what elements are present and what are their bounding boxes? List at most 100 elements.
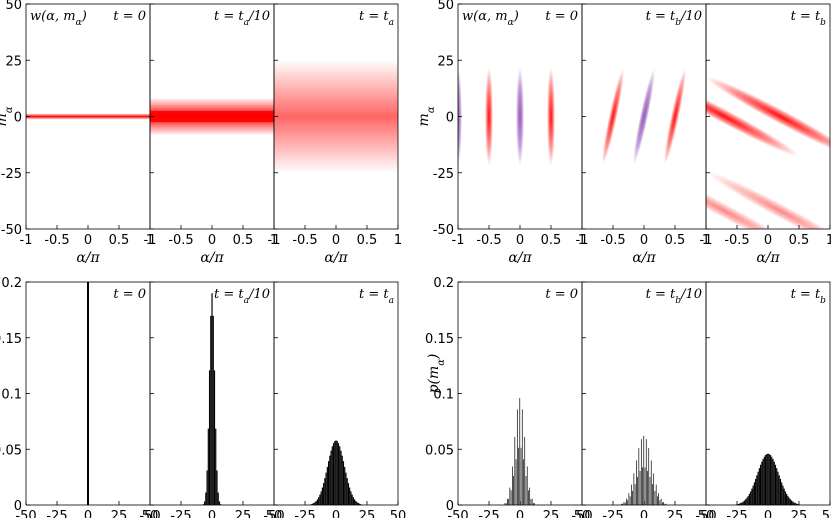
- histogram-bar: [626, 498, 627, 505]
- x-tick-label: 0: [764, 233, 772, 248]
- panel-0-0: -1 -0.5 0 0.5 1 t = 0 α/π: [20, 3, 154, 266]
- histogram-bar: [660, 498, 662, 505]
- panel-3-0: -50 -25 0 25 50 t = 0: [447, 281, 591, 518]
- histogram-bar: [518, 447, 519, 505]
- x-tick-label: 25: [791, 509, 808, 518]
- panel-title: t = 0: [113, 9, 146, 24]
- histogram-bar: [324, 478, 326, 505]
- x-tick-label: 25: [235, 509, 252, 518]
- x-tick-label: 0: [332, 233, 340, 248]
- histogram-bar: [740, 503, 742, 505]
- x-tick-label: 1: [394, 233, 402, 248]
- histogram-bar: [663, 501, 664, 505]
- histogram-bar: [310, 504, 312, 505]
- x-tick-label: 50: [390, 509, 407, 518]
- histogram-bar: [330, 450, 332, 505]
- histogram-bar: [529, 487, 531, 505]
- histogram-bar: [655, 484, 657, 505]
- histogram-bar: [87, 282, 89, 505]
- histogram-bar: [315, 500, 317, 505]
- histogram-bar: [793, 502, 795, 505]
- x-tick-label: -25: [294, 509, 315, 518]
- panel-content: [87, 282, 89, 505]
- histogram-bar: [523, 459, 524, 505]
- panel-1-2: -1 -0.5 0 0.5 1 t = tb α/π: [700, 3, 831, 266]
- histogram-bar: [783, 488, 785, 505]
- histogram-bar: [781, 482, 783, 505]
- x-tick-label: 25: [667, 509, 684, 518]
- histogram-bar: [665, 503, 667, 505]
- histogram-bar: [524, 436, 526, 505]
- histogram-bar: [314, 502, 316, 505]
- x-tick-label: -1: [20, 233, 33, 248]
- histogram-bar: [756, 475, 758, 505]
- x-tick-label: 0: [208, 509, 216, 518]
- histogram-bar: [787, 495, 789, 505]
- histogram-bar: [208, 370, 211, 505]
- histogram-bar: [526, 466, 528, 505]
- function-label: w(α, mα): [462, 9, 519, 28]
- histogram-bar: [629, 496, 631, 505]
- histogram-bar: [628, 493, 630, 505]
- histogram-bar: [745, 499, 747, 505]
- histogram-bar: [220, 504, 222, 505]
- x-tick-label: 0.5: [233, 233, 254, 248]
- histogram-bar: [777, 471, 779, 505]
- histogram-bar: [748, 493, 751, 505]
- y-tick-label: 0.1: [1, 388, 22, 403]
- x-tick-label: -50: [571, 509, 592, 518]
- histogram-bar: [653, 473, 655, 505]
- panel-2-0: -50 -25 0 25 50 t = 0: [15, 281, 158, 518]
- y-axis-label: mα: [0, 106, 15, 126]
- histogram-bar: [643, 435, 645, 505]
- histogram-bar: [360, 504, 362, 505]
- histogram-bar: [773, 461, 775, 505]
- histogram-bar: [336, 441, 338, 505]
- histogram-bar: [658, 493, 660, 505]
- histogram-bar: [341, 455, 343, 505]
- histogram-bar: [738, 503, 741, 505]
- x-tick-label: 0: [516, 509, 524, 518]
- y-tick-label: 0: [446, 111, 454, 126]
- histogram-bar: [662, 502, 663, 505]
- panel-title: t = tb/10: [646, 9, 702, 28]
- x-tick-label: 50: [574, 509, 591, 518]
- x-axis-label: α/π: [324, 250, 348, 266]
- histogram-bar: [352, 497, 354, 505]
- histogram-bar: [772, 458, 774, 505]
- density-band: [274, 59, 398, 174]
- panel-title: t = 0: [545, 9, 578, 24]
- density-stripe: [516, 67, 524, 166]
- histogram-bar: [202, 504, 204, 505]
- x-tick-label: 0.5: [541, 233, 562, 248]
- x-tick-label: 0: [764, 509, 772, 518]
- x-tick-label: -1: [452, 233, 465, 248]
- histogram-bar: [650, 460, 652, 505]
- x-tick-label: -50: [263, 509, 284, 518]
- x-tick-label: 0.5: [789, 233, 810, 248]
- histogram-bar: [768, 454, 770, 505]
- panel-content: [706, 76, 830, 229]
- x-tick-label: 1: [826, 233, 831, 248]
- x-axis-label: α/π: [756, 250, 780, 266]
- x-tick-label: -1: [700, 233, 713, 248]
- histogram-bar: [207, 428, 209, 505]
- y-axis-label: mα: [416, 106, 437, 126]
- x-tick-label: -25: [46, 509, 67, 518]
- histogram-bar: [764, 455, 767, 505]
- histogram-bar: [778, 475, 780, 505]
- y-tick-label: 50: [437, 0, 454, 13]
- histogram-bar: [513, 476, 514, 505]
- y-tick-label: -25: [433, 167, 454, 182]
- panel-0-1: -1 -0.5 0 0.5 1 t = ta/10 α/π: [144, 3, 278, 266]
- panel-title: t = tb/10: [646, 287, 702, 306]
- x-tick-label: 25: [359, 509, 376, 518]
- histogram-bar: [648, 448, 650, 505]
- histogram-bar: [786, 493, 788, 505]
- density-band: [26, 113, 150, 120]
- histogram-bar: [508, 499, 509, 505]
- histogram-bar: [520, 447, 522, 505]
- x-axis-label: α/π: [76, 250, 100, 266]
- histogram-bar: [758, 468, 760, 505]
- histogram-bar: [623, 501, 625, 505]
